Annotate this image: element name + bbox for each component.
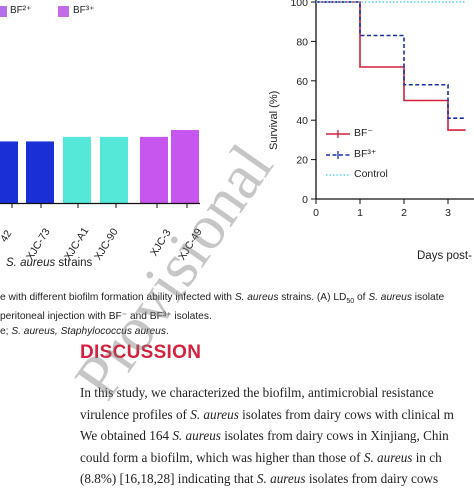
bar-chart-svg [0, 130, 200, 208]
body-text: (8.8%) [16,18,28] indicating that [80, 471, 257, 486]
body-line: could form a biofilm, which was higher t… [80, 447, 474, 469]
survival-legend-label-bf3: BF³⁺ [354, 148, 377, 160]
bar-xjc-42 [0, 141, 18, 203]
caption-line-2: peritoneal injection with BF⁻ and BF³⁺ i… [0, 311, 212, 323]
body-text: isolates from dairy cows with clinical m [238, 406, 454, 422]
body-text: In this study, we characterized the biof… [80, 385, 434, 400]
survival-series-bf3 [316, 1, 466, 120]
body-line: (8.8%) [16,18,28] indicating that S. aur… [80, 468, 474, 490]
bar-xjc-3 [140, 136, 168, 203]
caption-subscript: 50 [346, 298, 355, 306]
left-bar-chart-panel: BF²⁺ BF³⁺ 42 XJC-73 XJC-A1 XJC-90 XJC-3 … [0, 0, 230, 275]
body-italic-species: S. aureus [190, 406, 239, 422]
survival-y-tick-label: 40 [296, 115, 308, 127]
bar-x-axis-title: S. aureus strains [6, 257, 92, 269]
survival-x-tick-label: 0 [313, 207, 319, 219]
y-axis-title: Survival (%) [268, 90, 280, 150]
body-text: isolates from dairy cows in Xinjiang, Ch… [220, 428, 449, 443]
caption-text: strains. (A) LD [278, 292, 347, 303]
caption-italic: S. aureus, Staphylococcus aureus [11, 326, 166, 338]
legend-label-bf2: BF²⁺ [10, 5, 32, 16]
body-text: isolates from dairy cows [305, 471, 439, 486]
body-italic-species: S. aureus [256, 471, 306, 486]
survival-y-tick-label: 80 [296, 36, 308, 48]
xlabel-suffix: strains [55, 257, 93, 269]
legend-swatch-bf3 [58, 6, 69, 17]
caption-italic: S. aureus [368, 292, 412, 303]
bar-category-label: 42 [0, 228, 15, 245]
bar-xjc-90 [100, 136, 128, 203]
survival-legend-label-bf-minus: BF⁻ [354, 127, 373, 139]
body-text: could form a biofilm, which was higher t… [80, 449, 364, 465]
survival-y-tick-label: 100 [290, 0, 308, 9]
body-line: virulence profiles of S. aureus isolates… [80, 404, 474, 426]
x-axis-title: Days post- [417, 250, 472, 262]
caption-text: of [354, 292, 369, 303]
survival-y-tick-label: 60 [296, 76, 308, 88]
bar-xjc-49 [171, 130, 199, 203]
caption-text: e with different biofilm formation abili… [0, 292, 235, 303]
right-survival-chart-panel: 100 80 60 40 20 0 0 1 2 3 Survival (%) Days post-… [260, 0, 474, 275]
survival-chart-svg: 100 80 60 40 20 00 1 2 3 [290, 0, 474, 219]
bar-category-label: XJC-90 [92, 226, 121, 263]
body-text: We obtained 164 [80, 428, 173, 443]
body-italic-species: S. aureus [363, 449, 413, 465]
caption-line-3: e; S. aureus, Staphylococcus aureus. [0, 324, 474, 339]
figure-caption: e with different biofilm formation abili… [0, 290, 474, 339]
section-heading: DISCUSSION [80, 342, 202, 363]
xlabel-italic-prefix: S. [6, 257, 21, 269]
caption-text: isolate [411, 292, 445, 303]
survival-series-bf-minus [316, 1, 466, 131]
bar-xjc-73 [26, 141, 54, 203]
caption-text: e; [0, 326, 12, 338]
survival-x-tick-label: 2 [401, 207, 407, 219]
survival-x-tick-label: 3 [445, 207, 451, 219]
caption-text: . [165, 326, 169, 338]
legend-swatch-bf2 [0, 6, 7, 17]
legend-label-bf3: BF³⁺ [73, 5, 95, 16]
caption-line-1: e with different biofilm formation abili… [0, 290, 474, 309]
body-line: In this study, we characterized the biof… [80, 382, 474, 404]
body-italic-species: S. aureus [172, 428, 221, 443]
survival-x-tick-label: 1 [357, 207, 363, 219]
bar-xjc-a1 [63, 136, 91, 203]
caption-italic: S. aureus [234, 292, 279, 303]
survival-y-tick-label: 20 [296, 155, 308, 167]
survival-y-tick-label: 0 [302, 194, 308, 206]
body-text: virulence profiles of [80, 406, 191, 422]
survival-legend-label-control: Control [354, 168, 388, 180]
section-body: In this study, we characterized the biof… [80, 382, 474, 490]
body-line: We obtained 164 S. aureus isolates from … [80, 425, 474, 447]
xlabel-italic: aureus [20, 257, 56, 269]
body-text: in ch [412, 449, 442, 465]
